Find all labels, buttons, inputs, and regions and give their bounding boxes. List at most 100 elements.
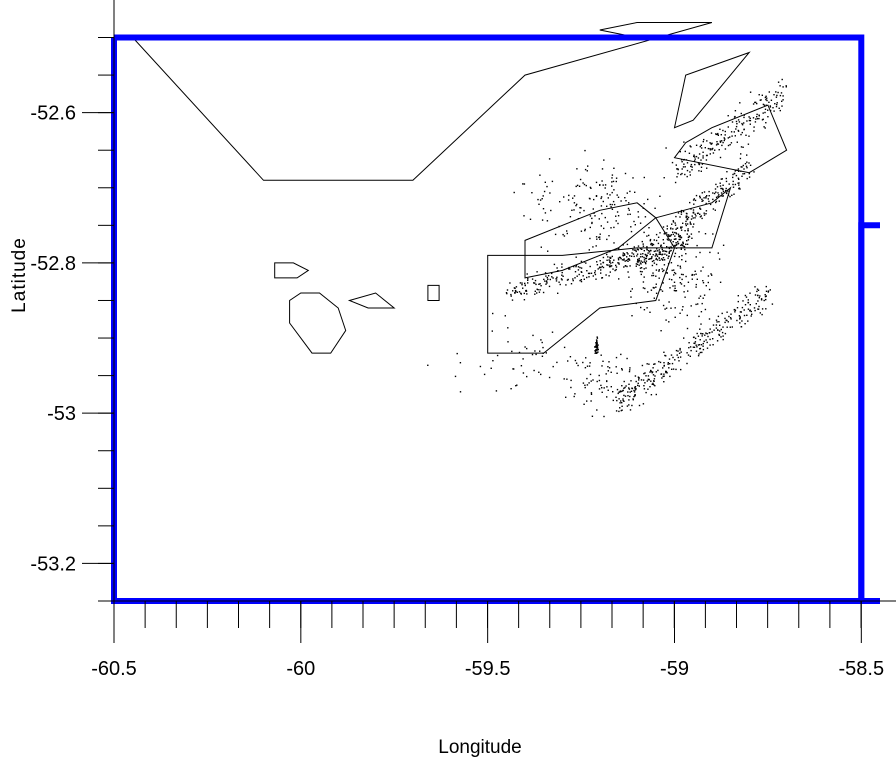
catch-point: [623, 266, 625, 268]
catch-point: [675, 247, 678, 249]
catch-point: [647, 378, 649, 381]
catch-point: [712, 344, 714, 346]
catch-point: [663, 259, 666, 261]
catch-point: [575, 264, 578, 267]
catch-point: [510, 295, 512, 297]
catch-point: [621, 405, 623, 407]
catch-point: [534, 290, 536, 292]
catch-point: [600, 272, 602, 274]
catch-point: [668, 278, 671, 280]
catch-point: [492, 312, 494, 315]
catch-point: [675, 215, 677, 218]
catch-point: [599, 238, 601, 240]
catch-point: [663, 365, 665, 367]
catch-point: [680, 226, 682, 228]
catch-point: [724, 317, 726, 320]
catch-point: [762, 112, 764, 114]
catch-point: [652, 274, 655, 277]
catch-point: [588, 249, 590, 251]
catch-point: [659, 253, 661, 255]
catch-point: [698, 231, 700, 233]
catch-point: [538, 203, 540, 205]
catch-point: [742, 146, 744, 148]
catch-point: [574, 277, 576, 279]
catch-point: [611, 255, 613, 258]
catch-point: [643, 259, 646, 261]
catch-point: [739, 317, 741, 319]
catch-point: [761, 308, 764, 310]
catch-point: [629, 190, 631, 193]
catch-point: [612, 200, 615, 203]
catch-point: [735, 125, 738, 128]
catch-point: [601, 212, 603, 215]
catch-point: [626, 357, 628, 360]
catch-point: [642, 287, 645, 289]
catch-point: [596, 261, 598, 263]
catch-point: [610, 262, 612, 264]
catch-point: [660, 373, 663, 375]
catch-point: [526, 347, 528, 350]
catch-point: [518, 291, 521, 293]
catch-point: [572, 278, 574, 280]
catch-point: [677, 168, 679, 170]
catch-point: [635, 263, 638, 265]
catch-point: [586, 170, 588, 172]
catch-point: [610, 265, 613, 267]
catch-point: [668, 235, 670, 238]
catch-point: [666, 246, 668, 248]
catch-point: [709, 142, 711, 144]
catch-point: [718, 333, 720, 336]
catch-point: [701, 335, 703, 337]
catch-point: [539, 199, 542, 201]
catch-point: [704, 233, 707, 235]
catch-point: [573, 265, 575, 268]
catch-point: [672, 356, 674, 359]
catch-point: [737, 177, 740, 179]
catch-point: [708, 190, 710, 193]
catch-point: [629, 367, 631, 369]
catch-point: [676, 354, 678, 356]
catch-point: [600, 196, 603, 198]
catch-point: [618, 248, 620, 250]
catch-point: [702, 151, 704, 153]
catch-point: [702, 199, 704, 202]
catch-point: [569, 356, 572, 358]
catch-point: [679, 282, 682, 284]
catch-point: [649, 238, 652, 241]
catch-point: [675, 349, 678, 352]
catch-point: [658, 299, 660, 301]
catch-point: [509, 282, 511, 284]
catch-point: [495, 390, 498, 392]
catch-point: [617, 257, 620, 259]
catch-point: [726, 311, 728, 313]
catch-point: [544, 181, 546, 183]
catch-point: [694, 158, 696, 160]
catch-point: [719, 281, 722, 283]
catch-point: [716, 321, 718, 323]
catch-point: [779, 109, 781, 112]
catch-point: [653, 378, 656, 380]
catch-point: [736, 307, 739, 309]
catch-point: [628, 276, 630, 278]
catch-point: [671, 368, 673, 370]
catch-point: [602, 184, 604, 186]
catch-point: [675, 368, 677, 371]
catch-point: [685, 253, 687, 255]
catch-point: [641, 364, 644, 367]
catch-point: [600, 197, 602, 200]
catch-point: [749, 117, 751, 119]
catch-point: [588, 272, 591, 275]
catch-point: [618, 263, 620, 265]
catch-point: [759, 312, 761, 314]
catch-point: [524, 282, 526, 285]
catch-point: [696, 244, 698, 247]
catch-point: [601, 387, 603, 389]
catch-point: [585, 357, 587, 359]
catch-point: [648, 251, 651, 253]
catch-point: [737, 169, 739, 172]
catch-point: [720, 192, 723, 194]
catch-point: [583, 403, 585, 405]
catch-point: [748, 116, 750, 118]
catch-point: [653, 250, 655, 253]
catch-point: [652, 382, 654, 385]
